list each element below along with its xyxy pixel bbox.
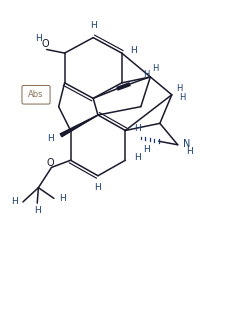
Text: H: H [176, 84, 182, 93]
Text: H: H [179, 93, 186, 102]
Text: H: H [35, 34, 42, 43]
Text: H: H [47, 134, 54, 143]
Text: O: O [42, 39, 49, 49]
Text: H: H [34, 206, 40, 215]
Text: H: H [130, 46, 137, 55]
Text: H: H [152, 64, 158, 73]
Text: H: H [144, 70, 150, 79]
Text: H: H [143, 145, 150, 154]
Text: H: H [59, 194, 65, 203]
Text: H: H [11, 197, 18, 207]
Text: O: O [47, 158, 54, 168]
Text: H: H [134, 123, 141, 132]
Text: Abs: Abs [28, 90, 44, 99]
Text: H: H [90, 21, 97, 30]
Polygon shape [60, 115, 98, 137]
Text: H: H [95, 183, 101, 192]
Text: H: H [134, 153, 141, 162]
Text: N: N [183, 139, 190, 149]
Text: H: H [186, 147, 193, 156]
